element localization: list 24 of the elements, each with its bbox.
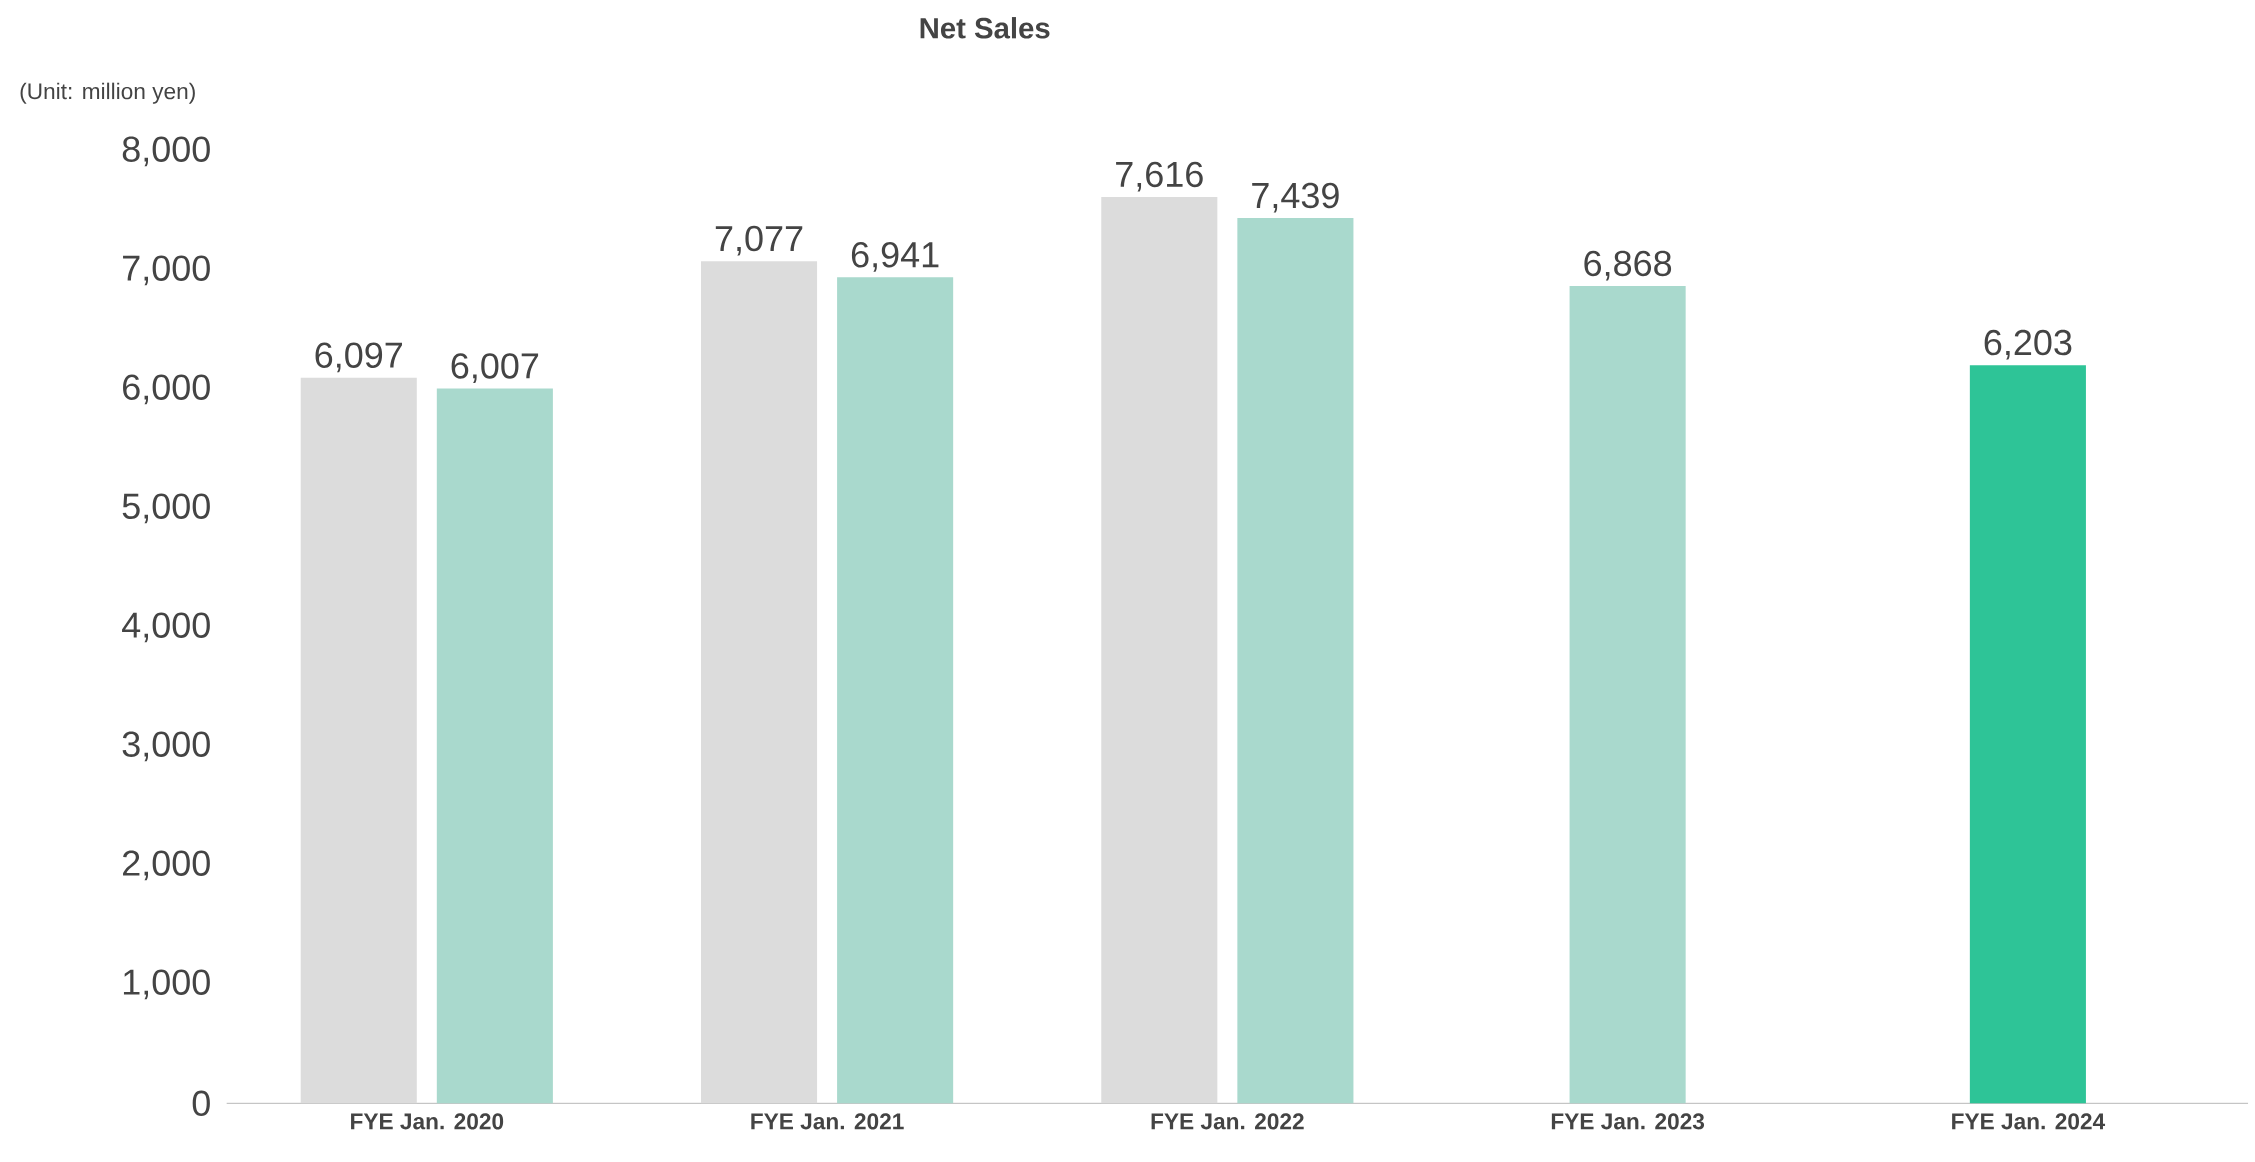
y-tick-label: 0: [192, 1090, 210, 1117]
x-tick-label: FYE Jan. 2020: [351, 1113, 504, 1130]
y-tick-label: 5,000: [122, 493, 210, 524]
x-tick-label: FYE Jan. 2022: [1151, 1113, 1304, 1130]
data-label: 7,616: [1116, 161, 1203, 192]
text: (Unit: million yen): [20, 82, 195, 104]
y-tick-label: 3,000: [122, 731, 210, 762]
y-tick-label: 2,000: [123, 850, 210, 881]
x-tick-label: FYE Jan. 2023: [1551, 1113, 1705, 1130]
x-tick-label: FYE Jan. 2024: [1952, 1113, 2106, 1130]
y-tick-label: 6,000: [123, 374, 210, 405]
y-tick-label: 4,000: [122, 612, 210, 643]
x-tick-label: FYE Jan. 2021: [751, 1113, 904, 1130]
data-label: 7,077: [715, 225, 803, 256]
chart-title: Net Sales: [920, 17, 1050, 39]
data-label: 6,868: [1584, 250, 1672, 281]
y-tick-label: 7,000: [123, 255, 210, 286]
data-label: 6,203: [1984, 329, 2072, 360]
data-label: 6,097: [315, 342, 402, 373]
data-label: 6,941: [851, 242, 939, 272]
data-label: 7,439: [1252, 182, 1339, 213]
y-tick-label: 8,000: [122, 136, 210, 167]
y-tick-label: 1,000: [123, 969, 210, 1000]
data-label: 6,007: [451, 353, 539, 383]
